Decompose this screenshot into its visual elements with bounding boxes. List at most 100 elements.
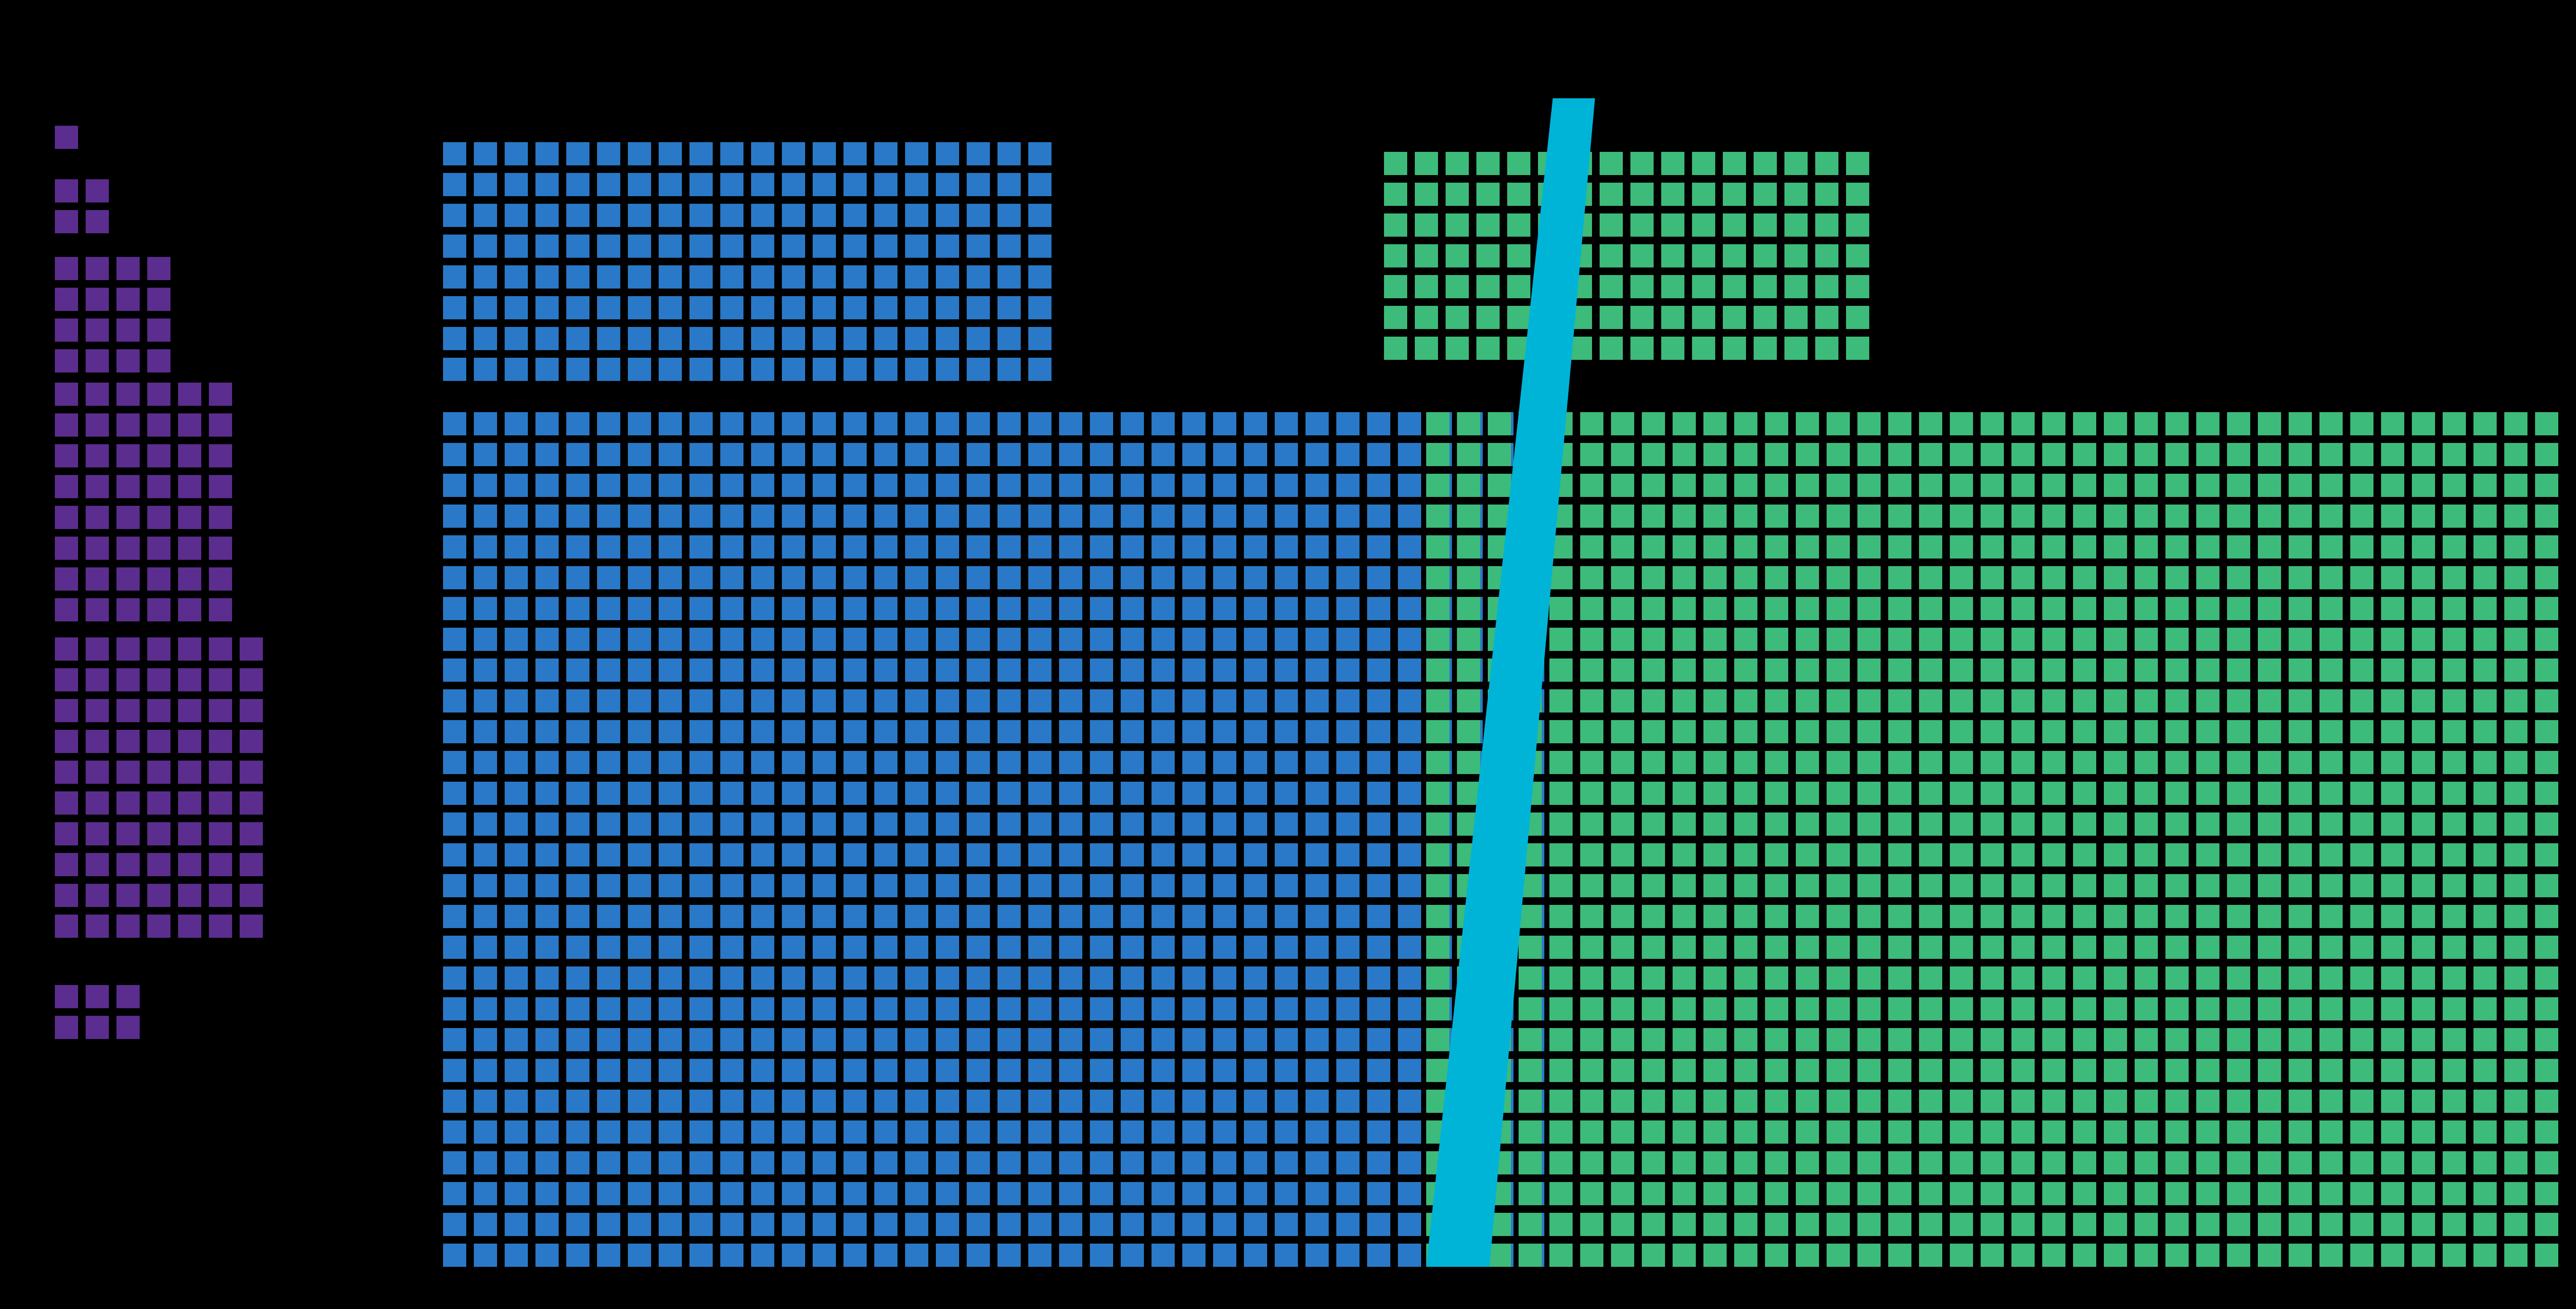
- Bar: [1610, 535, 1633, 559]
- Bar: [1399, 1213, 1422, 1236]
- Bar: [598, 535, 621, 559]
- Bar: [1059, 1028, 1082, 1051]
- Bar: [1458, 597, 1481, 620]
- Bar: [1306, 813, 1329, 835]
- Bar: [1090, 504, 1113, 528]
- Bar: [536, 966, 559, 990]
- Bar: [2442, 565, 2465, 589]
- Bar: [1489, 1121, 1512, 1144]
- Bar: [147, 414, 170, 437]
- Bar: [1857, 1213, 1880, 1236]
- Bar: [873, 412, 896, 436]
- Bar: [536, 204, 559, 226]
- Bar: [752, 442, 775, 466]
- Bar: [2043, 781, 2066, 805]
- Bar: [873, 143, 896, 165]
- Bar: [811, 905, 835, 928]
- Bar: [2197, 813, 2221, 835]
- Bar: [659, 966, 683, 990]
- Bar: [1213, 565, 1236, 589]
- Bar: [1785, 183, 1808, 206]
- Bar: [1826, 1059, 1850, 1083]
- Bar: [690, 1028, 714, 1051]
- Bar: [1520, 1151, 1543, 1174]
- Bar: [567, 173, 590, 196]
- Bar: [2318, 1244, 2342, 1267]
- Bar: [1090, 535, 1113, 559]
- Bar: [54, 730, 77, 753]
- Bar: [690, 751, 714, 774]
- Bar: [85, 567, 108, 590]
- Bar: [873, 905, 896, 928]
- Bar: [116, 730, 139, 753]
- Bar: [1151, 442, 1175, 466]
- Bar: [2012, 1151, 2035, 1174]
- Bar: [783, 143, 806, 165]
- Bar: [1090, 905, 1113, 928]
- Bar: [1520, 966, 1546, 990]
- Bar: [629, 690, 652, 712]
- Bar: [2043, 442, 2066, 466]
- Bar: [1981, 813, 2004, 835]
- Bar: [1703, 843, 1726, 867]
- Bar: [1182, 720, 1206, 744]
- Bar: [2105, 1028, 2128, 1051]
- Bar: [1028, 535, 1051, 559]
- Bar: [1427, 843, 1450, 867]
- Bar: [935, 781, 958, 805]
- Bar: [690, 474, 714, 497]
- Bar: [1507, 245, 1530, 267]
- Bar: [966, 781, 989, 805]
- Bar: [1600, 306, 1623, 329]
- Bar: [1275, 1059, 1298, 1083]
- Bar: [1826, 565, 1850, 589]
- Bar: [1492, 474, 1515, 497]
- Bar: [690, 1059, 714, 1083]
- Bar: [505, 690, 528, 712]
- Bar: [659, 327, 683, 350]
- Bar: [2105, 813, 2128, 835]
- Bar: [1337, 813, 1360, 835]
- Bar: [1610, 1244, 1633, 1267]
- Bar: [1888, 628, 1911, 651]
- Bar: [1672, 1151, 1695, 1174]
- Bar: [2166, 628, 2190, 651]
- Bar: [1734, 720, 1757, 744]
- Bar: [2105, 597, 2128, 620]
- Bar: [1399, 442, 1422, 466]
- Bar: [147, 537, 170, 560]
- Bar: [1430, 936, 1453, 959]
- Bar: [1489, 751, 1512, 774]
- Bar: [1610, 843, 1633, 867]
- Bar: [1579, 1089, 1602, 1113]
- Bar: [1520, 1089, 1546, 1113]
- Bar: [997, 535, 1020, 559]
- Bar: [1548, 597, 1571, 620]
- Bar: [1399, 474, 1422, 497]
- Bar: [2349, 997, 2372, 1021]
- Bar: [598, 266, 621, 288]
- Bar: [1826, 751, 1850, 774]
- Bar: [1857, 1028, 1880, 1051]
- Bar: [1703, 474, 1726, 497]
- Bar: [2411, 565, 2434, 589]
- Bar: [1427, 905, 1450, 928]
- Bar: [598, 1151, 621, 1174]
- Bar: [690, 966, 714, 990]
- Bar: [2504, 1059, 2527, 1083]
- Bar: [1399, 565, 1422, 589]
- Bar: [2012, 966, 2035, 990]
- Bar: [629, 412, 652, 436]
- Bar: [842, 1244, 866, 1267]
- Bar: [1507, 183, 1530, 206]
- Bar: [1275, 1028, 1298, 1051]
- Bar: [1826, 1213, 1850, 1236]
- Bar: [443, 204, 466, 226]
- Bar: [811, 412, 835, 436]
- Bar: [1399, 628, 1422, 651]
- Bar: [1600, 336, 1623, 360]
- Bar: [1734, 412, 1757, 436]
- Bar: [659, 204, 683, 226]
- Bar: [629, 720, 652, 744]
- Bar: [2473, 966, 2496, 990]
